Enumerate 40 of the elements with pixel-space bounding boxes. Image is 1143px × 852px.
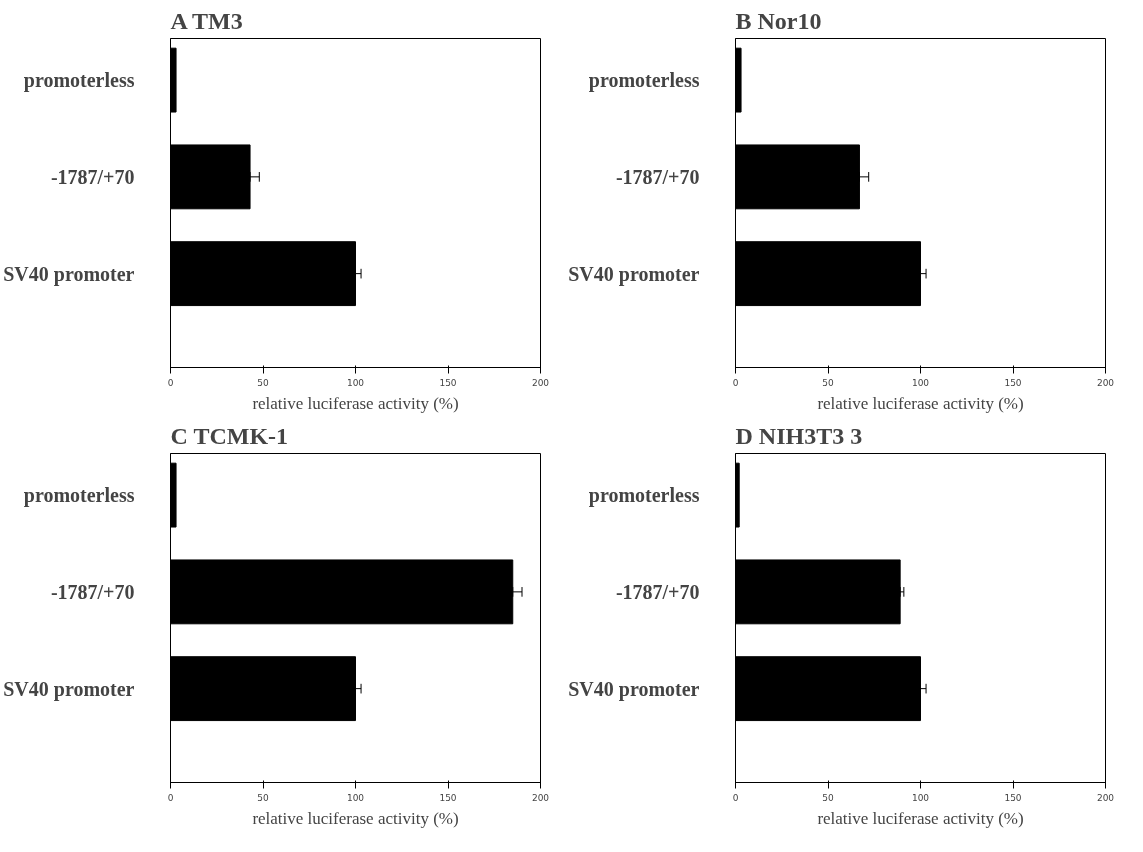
x-tick-label: 200 bbox=[1096, 377, 1115, 388]
x-tick-label: 150 bbox=[439, 792, 457, 803]
x-tick-label: 50 bbox=[257, 792, 269, 803]
y-tick-label: SV40 promoter bbox=[3, 677, 135, 701]
x-tick-label: 50 bbox=[822, 792, 834, 803]
y-tick-label: promoterless bbox=[588, 484, 700, 508]
x-tick-label: 150 bbox=[1004, 792, 1022, 803]
x-tick-label: 0 bbox=[167, 377, 174, 388]
y-tick-label: promoterless bbox=[588, 69, 700, 93]
x-tick-label: 50 bbox=[822, 377, 834, 388]
y-tick-label: SV40 promoter bbox=[568, 677, 700, 701]
x-tick-label: 150 bbox=[1004, 377, 1022, 388]
x-tick-label: 200 bbox=[531, 792, 550, 803]
x-tick-label: 0 bbox=[732, 792, 739, 803]
x-tick-label: 200 bbox=[531, 377, 550, 388]
x-tick-label: 100 bbox=[911, 377, 930, 388]
x-tick-label: 0 bbox=[732, 377, 739, 388]
x-tick-label: 100 bbox=[346, 792, 365, 803]
y-tick-label: promoterless bbox=[23, 484, 135, 508]
x-axis-title: relative luciferase activity (%) bbox=[252, 393, 459, 413]
chart-title: C TCMK-1 bbox=[170, 422, 289, 449]
chart-title: D NIH3T3 3 bbox=[735, 422, 863, 449]
y-tick-label: -1787/+70 bbox=[615, 165, 700, 188]
x-tick-label: 0 bbox=[167, 792, 174, 803]
x-axis-title: relative luciferase activity (%) bbox=[817, 393, 1024, 413]
x-tick-label: 100 bbox=[346, 377, 365, 388]
x-tick-label: 200 bbox=[1096, 792, 1115, 803]
y-tick-label: SV40 promoter bbox=[568, 262, 700, 286]
y-tick-label: SV40 promoter bbox=[3, 262, 135, 286]
y-tick-label: -1787/+70 bbox=[50, 580, 135, 603]
x-axis-title: relative luciferase activity (%) bbox=[252, 808, 459, 828]
x-axis-title: relative luciferase activity (%) bbox=[817, 808, 1024, 828]
x-tick-label: 150 bbox=[439, 377, 457, 388]
chart-title: B Nor10 bbox=[735, 7, 822, 34]
y-tick-label: -1787/+70 bbox=[615, 580, 700, 603]
chart-title: A TM3 bbox=[170, 7, 243, 34]
y-tick-label: -1787/+70 bbox=[50, 165, 135, 188]
x-tick-label: 100 bbox=[911, 792, 930, 803]
x-tick-label: 50 bbox=[257, 377, 269, 388]
y-tick-label: promoterless bbox=[23, 69, 135, 93]
